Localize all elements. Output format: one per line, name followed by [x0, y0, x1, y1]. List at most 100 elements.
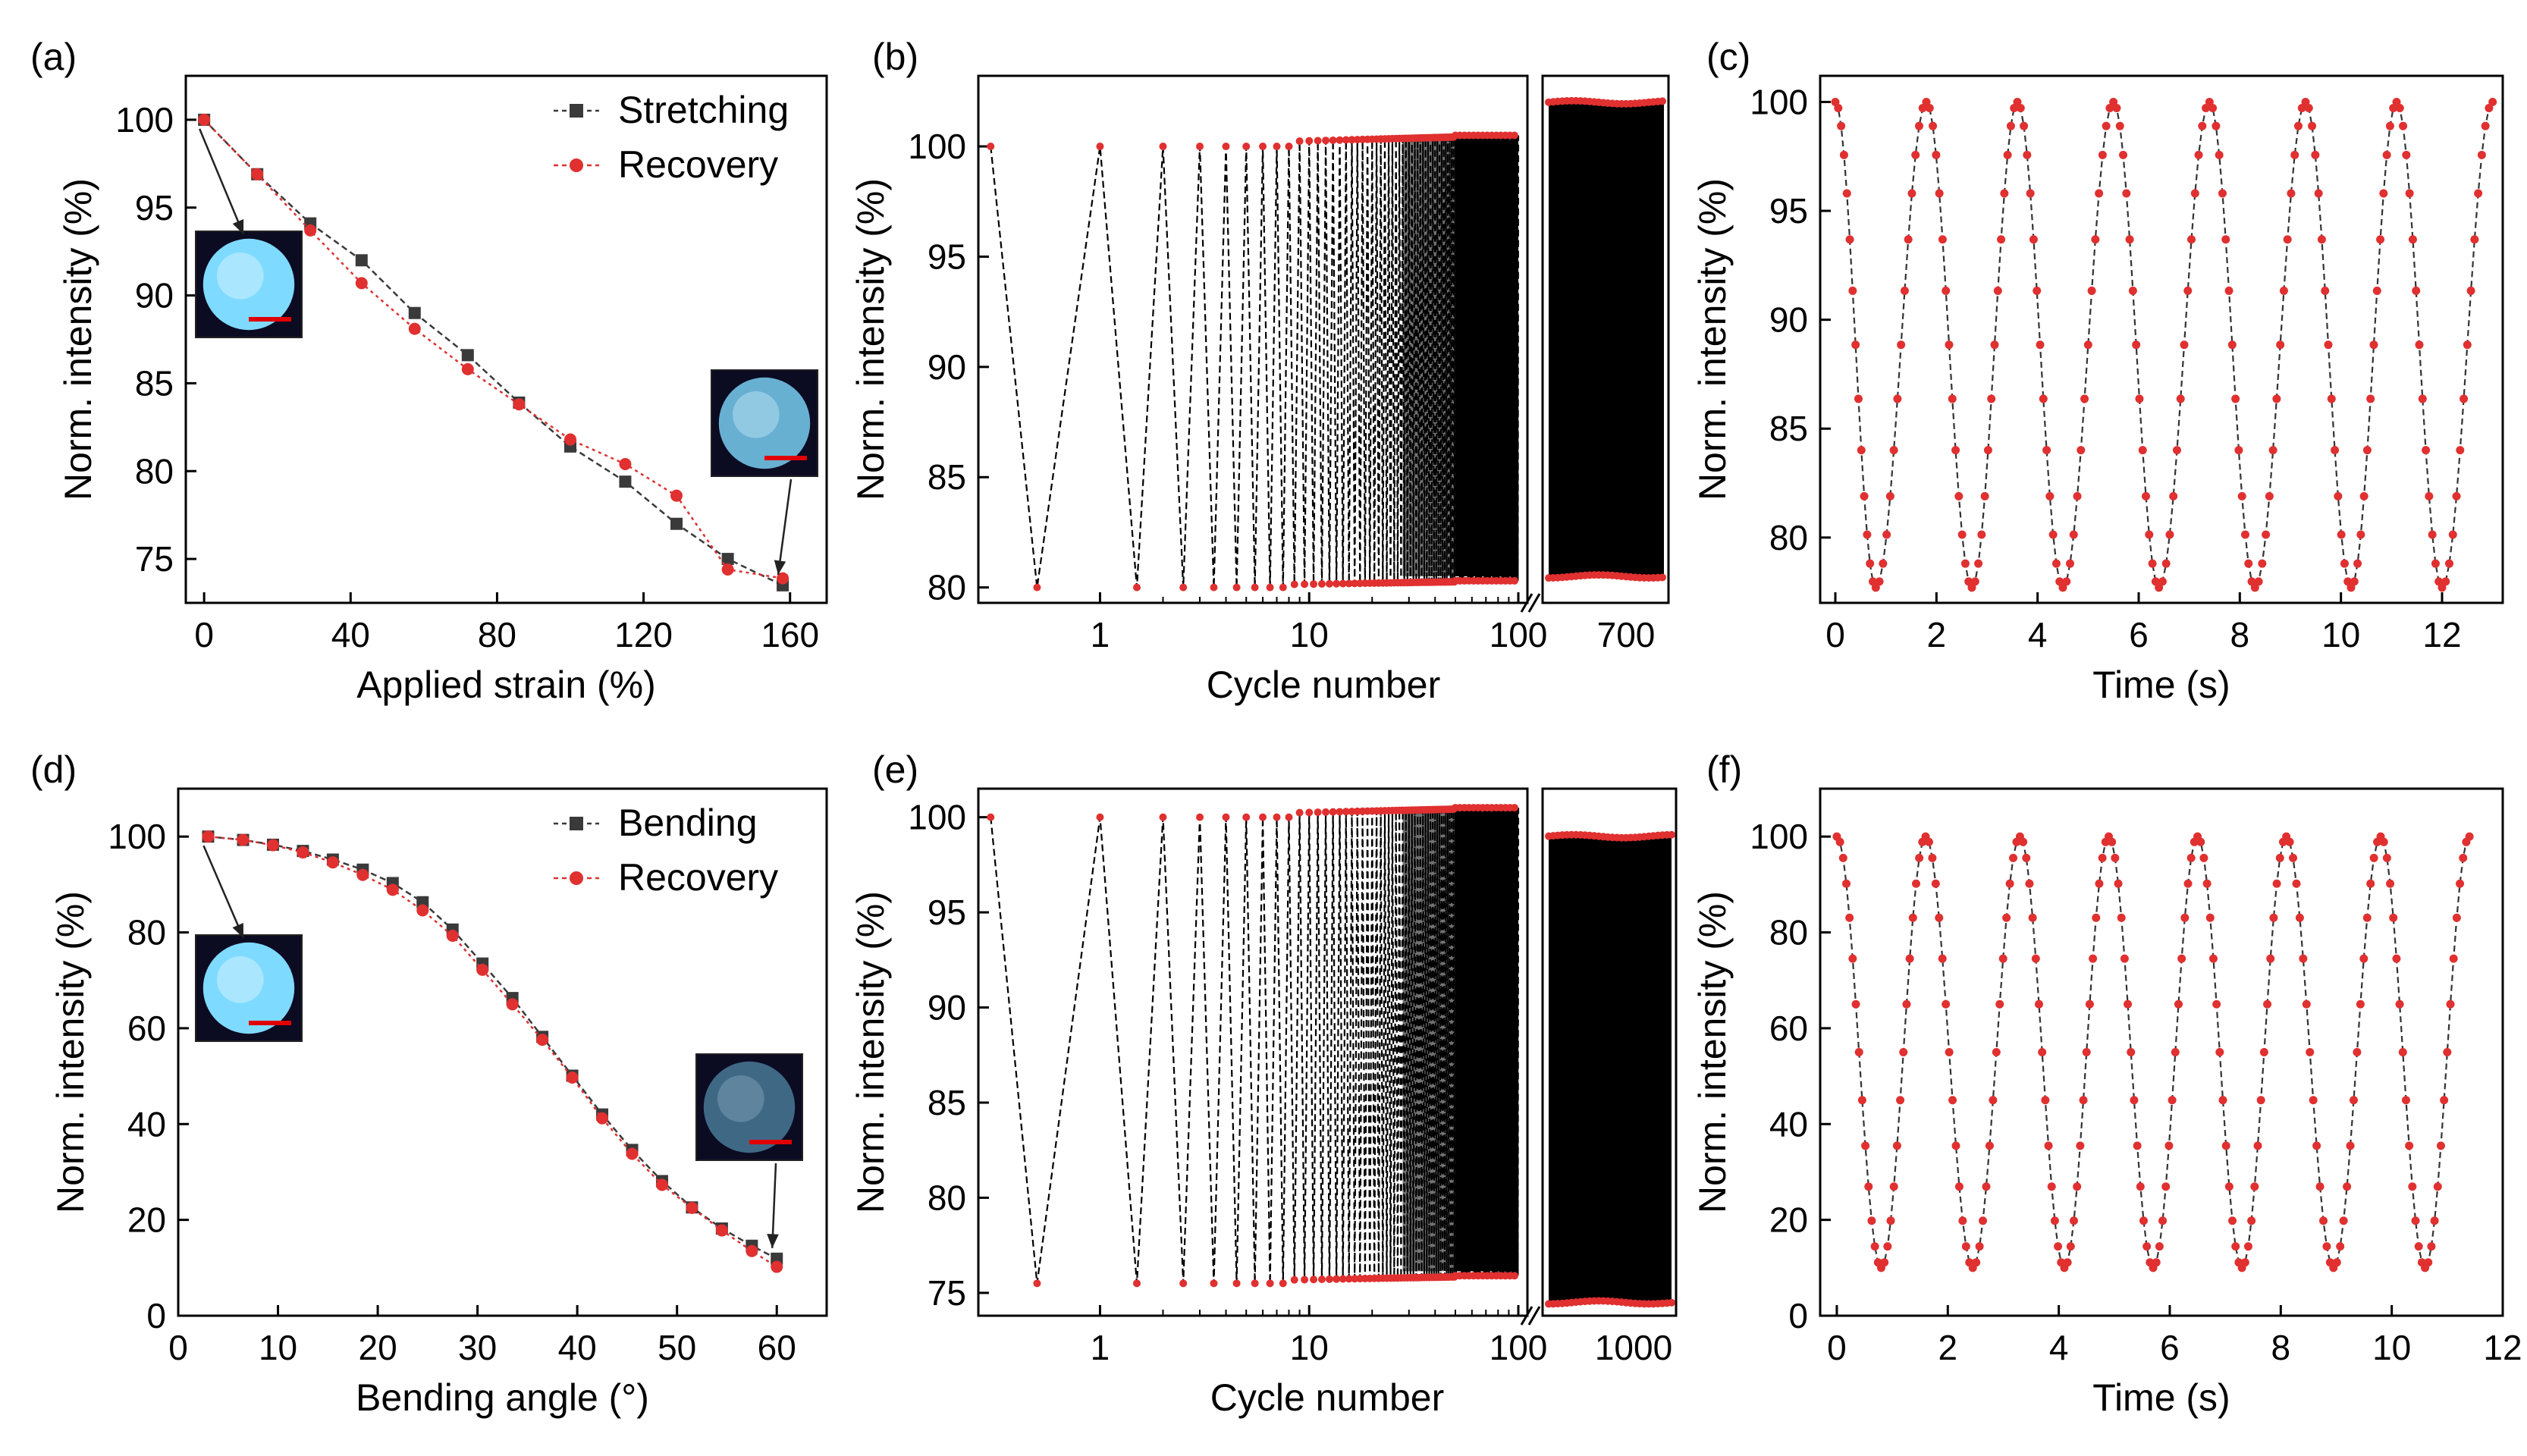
y-axis-label: Norm. intensity (%) [57, 178, 99, 500]
data-point [2452, 913, 2461, 922]
inset-arrowhead [767, 1234, 779, 1248]
data-point [2349, 1096, 2358, 1105]
data-point [2020, 121, 2029, 130]
data-point [2322, 1242, 2331, 1251]
y-axis-label: Norm. intensity (%) [49, 891, 92, 1213]
data-point [2276, 340, 2285, 350]
data-point [2309, 1096, 2318, 1105]
data-point [1159, 143, 1167, 151]
data-point [1942, 286, 1951, 295]
x-axis-label: Time (s) [2092, 664, 2230, 706]
data-point [2398, 1048, 2407, 1056]
data-point [2295, 913, 2304, 922]
legend-entry-bending: Bending [618, 802, 758, 844]
x-tick-label: 1 [1091, 1328, 1110, 1367]
y-tick-label: 100 [1750, 817, 1808, 856]
data-point [2317, 235, 2326, 244]
data-point [1351, 579, 1359, 588]
data-point [2079, 1096, 2088, 1105]
data-point [1907, 189, 1916, 198]
data-point [1232, 583, 1241, 592]
data-point [1196, 813, 1204, 821]
y-tick-label: 95 [135, 188, 174, 228]
data-point [1992, 1048, 2001, 1056]
data-point [2359, 491, 2368, 500]
data-point [2366, 394, 2375, 403]
data-point [2275, 853, 2284, 862]
data-point [1897, 340, 1906, 350]
data-point [1841, 879, 1851, 888]
data-point [1835, 837, 1844, 846]
data-point [1345, 1275, 1353, 1283]
data-point [1345, 579, 1353, 588]
data-point [1336, 808, 1344, 816]
data-point [2050, 1216, 2059, 1225]
data-point [1339, 1275, 1347, 1283]
data-point [1314, 136, 1322, 145]
dense-cycles-right [1549, 102, 1664, 577]
data-point [2228, 1216, 2237, 1225]
x-tick-label: 2 [1938, 1328, 1957, 1367]
data-point [2412, 286, 2421, 295]
data-point [2346, 1141, 2355, 1150]
disc-highlight [217, 253, 264, 300]
data-point [2327, 394, 2336, 403]
data-point [1860, 491, 1869, 500]
data-point [1295, 808, 1304, 817]
glowing-disc [718, 377, 811, 469]
data-point [2359, 954, 2368, 963]
data-point-recovery [721, 563, 734, 576]
y-tick-label: 60 [1769, 1009, 1808, 1048]
data-point [2172, 446, 2181, 455]
data-point [1133, 583, 1141, 592]
data-point-recovery [266, 839, 279, 852]
disc-highlight [733, 391, 780, 438]
data-point [2174, 999, 2183, 1009]
data-point [1928, 853, 1937, 862]
data-point [2117, 913, 2126, 922]
data-point [2058, 583, 2067, 592]
data-point [1133, 1279, 1141, 1288]
data-point [2016, 103, 2025, 112]
data-point [2152, 1258, 2161, 1267]
data-point-recovery [626, 1147, 639, 1160]
panel-e: 75 80 85 90 95 100 Norm. intensity (%) (e) 1 10 10… [849, 748, 1678, 1419]
data-point [2399, 121, 2408, 130]
data-point [1951, 446, 1960, 455]
data-point [1301, 1276, 1309, 1284]
data-point-recovery [446, 929, 459, 942]
data-point [2395, 999, 2404, 1009]
plot-frame [1819, 787, 2504, 1317]
y-tick-label: 100 [115, 100, 174, 140]
data-point [2161, 1182, 2171, 1191]
legend-marker [570, 871, 583, 885]
y-tick-label: 90 [135, 276, 174, 315]
data-point [1977, 530, 1986, 539]
y-tick-label: 75 [928, 1273, 966, 1313]
data-point-recovery [566, 1071, 579, 1084]
data-point [1179, 583, 1188, 592]
data-point [2411, 1216, 2420, 1225]
data-point [2324, 340, 2333, 350]
data-point [2087, 286, 2096, 295]
data-point [2362, 913, 2372, 922]
data-point [2428, 530, 2437, 539]
data-point-recovery [670, 489, 683, 502]
x-tick-label: 0 [1827, 1328, 1847, 1367]
data-point-recovery [564, 433, 576, 446]
data-point [2031, 954, 2040, 963]
data-point [2045, 491, 2055, 500]
data-point [2155, 1242, 2164, 1251]
data-point [2145, 530, 2154, 539]
data-point [2408, 235, 2417, 244]
data-point [1938, 235, 1947, 244]
inset-arrowhead [774, 560, 786, 575]
data-point [1839, 150, 1848, 159]
data-point [2272, 394, 2281, 403]
data-point-stretching [408, 306, 421, 319]
data-point [1310, 580, 1318, 588]
data-point [1945, 340, 1954, 350]
x-tick-label: 60 [758, 1328, 796, 1367]
data-point [2418, 394, 2427, 403]
data-point [1279, 1279, 1287, 1288]
